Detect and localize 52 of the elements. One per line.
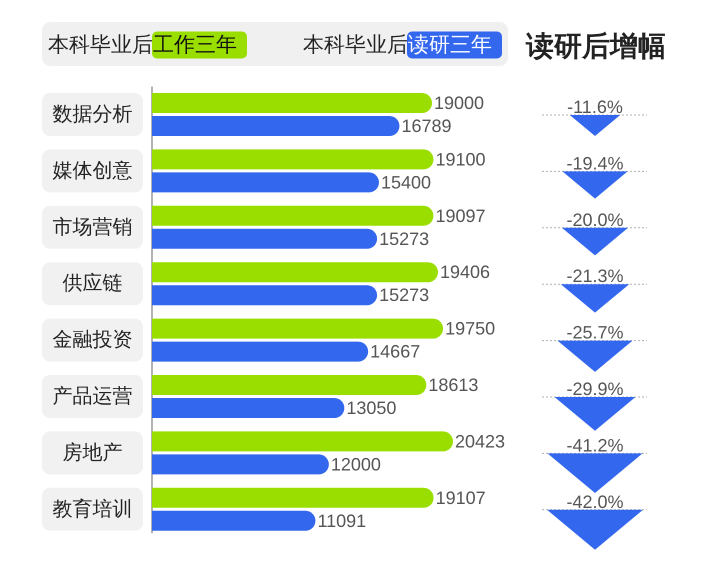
- bar: [152, 318, 444, 339]
- data-label: 13050: [346, 398, 396, 418]
- bar: [152, 116, 400, 136]
- data-label: 19107: [436, 488, 486, 508]
- bar: [152, 510, 316, 531]
- bar: [152, 228, 378, 249]
- data-label: 11091: [317, 510, 366, 531]
- y-tick-label: 房地产: [62, 442, 122, 464]
- data-label: 18613: [428, 375, 478, 395]
- bar: [152, 454, 329, 474]
- data-label: 16789: [401, 116, 452, 136]
- y-tick-label: 产品运营: [52, 386, 132, 408]
- bar: [152, 149, 434, 170]
- legend-label: 本科毕业后读研三年: [303, 34, 492, 56]
- bar: [152, 206, 434, 226]
- data-label: 20423: [455, 431, 506, 452]
- data-label: 15273: [379, 285, 430, 306]
- bar: [152, 342, 368, 362]
- data-label: 15400: [380, 172, 432, 192]
- legend: 本科毕业后工作三年 本科毕业后读研三年: [42, 22, 508, 66]
- bar: [152, 93, 432, 113]
- bar: [152, 172, 379, 192]
- data-label: -41.2%: [566, 435, 624, 456]
- bar: [152, 488, 434, 508]
- data-label: 19750: [445, 318, 496, 339]
- text: 读研后增幅: [525, 30, 666, 62]
- bar: [152, 262, 438, 282]
- data-label: 12000: [330, 454, 381, 474]
- y-tick-label: 数据分析: [52, 104, 132, 126]
- data-label: -42.0%: [566, 492, 624, 512]
- data-label: 19097: [435, 206, 486, 226]
- data-label: 19000: [434, 93, 484, 113]
- legend-label: 本科毕业后工作三年: [48, 34, 237, 56]
- bar: [152, 375, 426, 395]
- data-label: 19406: [440, 262, 490, 282]
- bar: [152, 398, 344, 418]
- bar: [152, 431, 453, 452]
- bar: [152, 285, 378, 306]
- y-tick-label: 教育培训: [52, 497, 132, 520]
- y-tick-label: 供应链: [62, 272, 122, 295]
- data-label: -21.3%: [566, 266, 624, 286]
- data-label: -19.4%: [566, 153, 624, 174]
- data-label: -25.7%: [566, 322, 624, 343]
- y-tick-label: 媒体创意: [52, 160, 132, 182]
- y-tick-label: 市场营销: [52, 216, 132, 238]
- data-label: 15273: [379, 228, 430, 249]
- data-label: -20.0%: [566, 210, 624, 230]
- data-label: -11.6%: [567, 97, 623, 117]
- y-tick-label: 金融投资: [52, 329, 132, 352]
- data-label: 14667: [370, 342, 420, 362]
- data-label: -29.9%: [566, 379, 624, 399]
- data-label: 19100: [436, 149, 486, 170]
